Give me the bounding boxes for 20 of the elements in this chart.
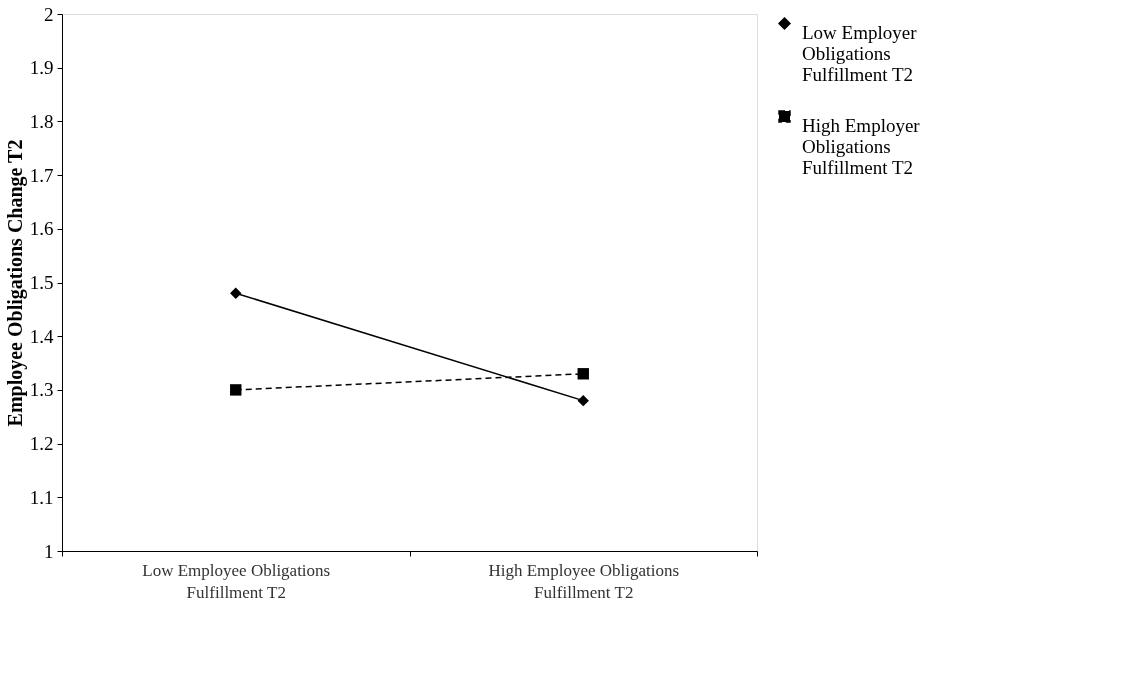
y-tick-label: 1.3 [29, 379, 54, 401]
y-axis-title: Employee Obligations Change T2 [3, 139, 27, 427]
point [577, 394, 589, 407]
point [577, 368, 589, 380]
y-tick-label: 1.7 [29, 164, 54, 186]
legend-label: Low Employer Obligations Fulfillment T2 [802, 21, 918, 85]
y-tick-label: 1.6 [29, 218, 54, 240]
y-tick-label: 2 [44, 3, 54, 25]
y-tick-label: 1.8 [29, 110, 54, 132]
y-tick-label: 1.9 [29, 57, 54, 79]
point [230, 384, 242, 396]
legend-label: High Employer Obligations Fulfillment T2 [802, 114, 921, 178]
x-tick-label: Low Employee Obligations Fulfillment T2 [142, 560, 331, 602]
y-tick-label: 1.4 [29, 325, 54, 347]
y-tick-label: 1.5 [29, 272, 54, 293]
y-tick-label: 1 [44, 540, 54, 562]
y-tick-label: 1.1 [29, 486, 54, 508]
point [230, 287, 242, 299]
y-tick-label: 1.2 [29, 433, 54, 455]
x-tick-label: High Employee Obligations Fulfillment T2 [488, 560, 680, 602]
